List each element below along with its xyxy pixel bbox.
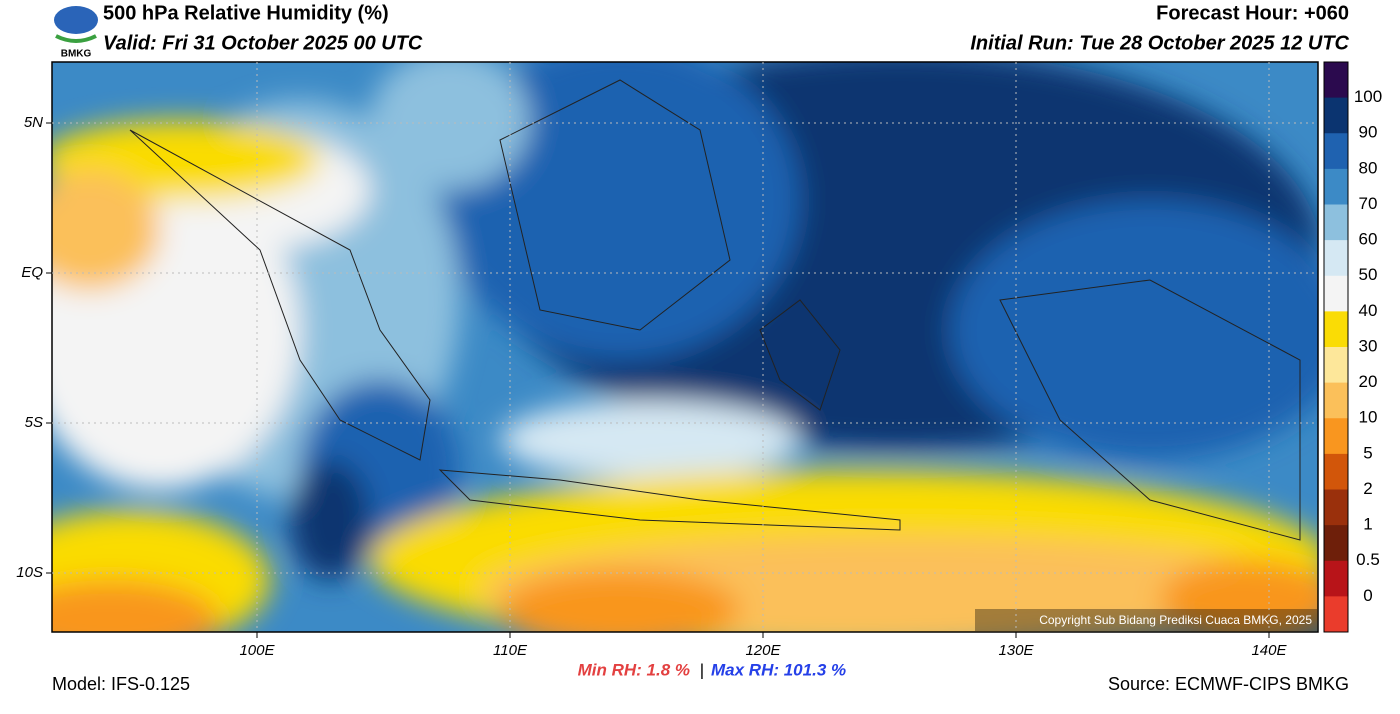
colorbar-band: [1324, 275, 1348, 312]
colorbar-band: [1324, 168, 1348, 205]
logo: BMKG: [54, 6, 98, 60]
lon-label: 140E: [1251, 642, 1287, 659]
colorbar-band: [1324, 347, 1348, 384]
colorbar-band: [1324, 596, 1348, 633]
colorbar-band: [1324, 489, 1348, 526]
lat-label: 5S: [25, 414, 43, 431]
colorbar-label: 80: [1359, 158, 1378, 177]
colorbar-band: [1324, 133, 1348, 170]
colorbar-label: 20: [1359, 372, 1378, 391]
colorbar-label: 50: [1359, 265, 1378, 284]
copyright: Copyright Sub Bidang Prediksi Cuaca BMKG…: [1039, 613, 1312, 627]
separator: |: [700, 660, 704, 679]
map-frame: [51, 61, 1319, 633]
colorbar-band: [1324, 418, 1348, 455]
colorbar-label: 60: [1359, 230, 1378, 249]
colorbar-label: 100: [1354, 87, 1382, 106]
colorbar-label: 1: [1363, 515, 1372, 534]
colorbar-label: 70: [1359, 194, 1378, 213]
logo-text: BMKG: [61, 49, 92, 60]
colorbar-label: 0.5: [1356, 550, 1380, 569]
colorbar-band: [1324, 311, 1348, 348]
lon-label: 120E: [745, 642, 781, 659]
colorbar-band: [1324, 204, 1348, 241]
colorbar-band: [1324, 382, 1348, 419]
valid-time: Valid: Fri 31 October 2025 00 UTC: [103, 32, 423, 54]
colorbar-band: [1324, 560, 1348, 597]
initial-run: Initial Run: Tue 28 October 2025 12 UTC: [970, 32, 1349, 54]
lat-label: 10S: [16, 564, 43, 581]
colorbar-label: 2: [1363, 479, 1372, 498]
colorbar-label: 90: [1359, 123, 1378, 142]
lon-label: 130E: [998, 642, 1034, 659]
forecast-hour: Forecast Hour: +060: [1156, 2, 1349, 24]
min-rh: Min RH: 1.8 %: [578, 660, 690, 679]
colorbar-label: 10: [1359, 408, 1378, 427]
colorbar-label: 30: [1359, 336, 1378, 355]
humidity-field: [52, 62, 1318, 632]
lon-label: 100E: [239, 642, 275, 659]
colorbar-band: [1324, 62, 1348, 99]
colorbar-label: 0: [1363, 586, 1372, 605]
colorbar-band: [1324, 453, 1348, 490]
max-rh: Max RH: 101.3 %: [711, 660, 846, 679]
colorbar-label: 40: [1359, 301, 1378, 320]
lon-label: 110E: [493, 642, 528, 659]
colorbar-frame: [1323, 61, 1349, 633]
colorbar-label: 5: [1363, 443, 1372, 462]
colorbar-band: [1324, 525, 1348, 562]
copyright-box: [975, 609, 1317, 631]
lat-label: 5N: [24, 114, 43, 131]
lat-label: EQ: [21, 264, 43, 281]
title: 500 hPa Relative Humidity (%): [103, 2, 389, 24]
colorbar-band: [1324, 240, 1348, 277]
model: Model: IFS-0.125: [52, 674, 190, 694]
source: Source: ECMWF-CIPS BMKG: [1108, 674, 1349, 694]
colorbar: 100 90 80 70 60 50 40 30 20 10 5 2 1 0.5 0: [1323, 61, 1382, 633]
graticule: 5N EQ 5S 10S 100E 110E 120E 130E 140E: [16, 62, 1318, 659]
colorbar-band: [1324, 97, 1348, 134]
